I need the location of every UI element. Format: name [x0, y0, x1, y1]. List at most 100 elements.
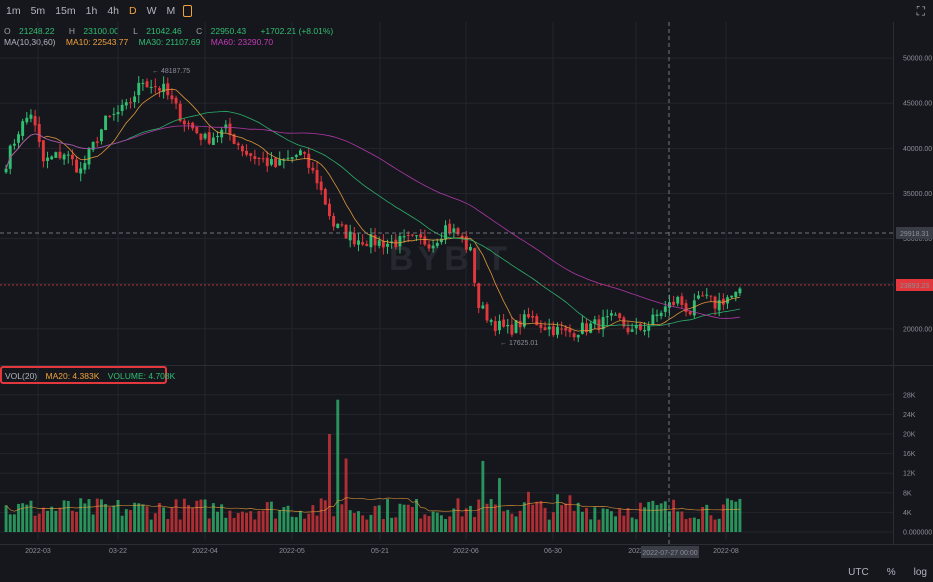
- volume-bar: [614, 516, 617, 532]
- volume-bar: [178, 519, 182, 532]
- volume-bar: [444, 519, 448, 532]
- candle-body: [485, 304, 489, 321]
- volume-bar: [141, 504, 145, 532]
- volume-bar: [522, 502, 526, 532]
- volume-tick-label: 24K: [903, 412, 916, 419]
- candle-body: [33, 116, 37, 126]
- ma30-line: [5, 110, 740, 327]
- candle-body: [498, 320, 501, 331]
- candle-body: [580, 322, 584, 334]
- price-tick-label: 45000.00: [903, 101, 932, 108]
- volume-bar: [133, 502, 137, 532]
- volume-bar: [137, 503, 141, 532]
- volume-bar: [439, 515, 443, 532]
- volume-bar: [593, 507, 597, 532]
- candle-body: [332, 215, 336, 227]
- volume-bar: [597, 519, 601, 532]
- volume-bar: [232, 517, 236, 532]
- volume-bar: [510, 513, 514, 532]
- volume-bar: [601, 508, 605, 532]
- volume-bar: [697, 519, 700, 532]
- candle-body: [601, 317, 605, 330]
- interval-5m[interactable]: 5m: [30, 5, 46, 17]
- volume-bar: [220, 504, 224, 532]
- interval-1m[interactable]: 1m: [6, 5, 21, 17]
- volume-bar: [468, 505, 472, 532]
- candle-body: [253, 156, 257, 160]
- candle-body: [576, 334, 580, 338]
- volume-tick-label: 12K: [903, 471, 916, 478]
- candle-body: [66, 154, 70, 156]
- volume-bar: [29, 500, 33, 532]
- candle-body: [659, 312, 663, 317]
- candle-body: [634, 325, 638, 329]
- footer-controls: UTC % log: [848, 567, 927, 578]
- volume-bar: [170, 507, 174, 532]
- candle-body: [245, 150, 248, 155]
- candle-body: [431, 245, 435, 249]
- time-tick-label: 05-21: [371, 548, 389, 555]
- volume-bar: [282, 507, 286, 532]
- volume-bar: [531, 504, 535, 532]
- volume-bar: [108, 507, 112, 532]
- candle-body: [336, 223, 340, 228]
- candle-body: [120, 104, 124, 112]
- candle-body: [348, 231, 352, 241]
- volume-bar: [423, 514, 427, 532]
- candle-body: [564, 327, 568, 331]
- high-label: H: [68, 26, 75, 36]
- time-tick-label: 03-22: [109, 548, 127, 555]
- interval-d[interactable]: D: [129, 5, 137, 17]
- volume-bar: [4, 505, 8, 532]
- candle-body: [294, 155, 298, 157]
- candle-body: [589, 323, 593, 333]
- volume-bar: [265, 502, 269, 532]
- volume-bar: [663, 501, 667, 532]
- candle-body: [419, 234, 423, 238]
- candle-body: [439, 238, 443, 243]
- candle-body: [551, 326, 555, 336]
- candle-body: [398, 236, 402, 247]
- volume-bar: [199, 499, 203, 532]
- volume-bar: [87, 499, 91, 532]
- candle-body: [460, 235, 464, 238]
- volume-bar: [112, 505, 116, 532]
- volume-bar: [527, 491, 530, 532]
- candle-body: [692, 300, 696, 316]
- log-button[interactable]: log: [913, 567, 927, 578]
- volume-bar: [50, 506, 54, 532]
- volume-bar: [473, 516, 477, 532]
- volume-bar: [643, 507, 647, 532]
- volume-bar: [630, 517, 634, 532]
- interval-w[interactable]: W: [146, 5, 157, 17]
- high-value: 23100.00: [83, 26, 119, 36]
- interval-m[interactable]: M: [166, 5, 176, 17]
- volume-bar: [502, 511, 506, 532]
- volume-bar: [290, 516, 294, 532]
- interval-15m[interactable]: 15m: [55, 5, 76, 17]
- volume-bar: [705, 504, 709, 532]
- volume-bar: [381, 519, 385, 532]
- candlestick-icon[interactable]: [183, 5, 193, 17]
- ma-legend[interactable]: MA(10,30,60) MA10: 22543.77 MA30: 21107.…: [4, 37, 281, 47]
- interval-4h[interactable]: 4h: [107, 5, 119, 17]
- candle-body: [572, 333, 576, 338]
- candle-body: [705, 294, 709, 296]
- time-tick-label: 2022: [628, 548, 644, 555]
- utc-button[interactable]: UTC: [848, 567, 869, 578]
- candle-body: [481, 305, 485, 309]
- candle-body: [638, 323, 642, 330]
- volume-bar: [315, 515, 319, 532]
- interval-1h[interactable]: 1h: [85, 5, 98, 17]
- volume-legend[interactable]: VOL(20) MA20: 4.383K VOLUME: 4.708K: [0, 366, 175, 384]
- expand-icon[interactable]: ⛶: [916, 4, 925, 18]
- candle-body: [170, 95, 174, 100]
- volume-bar: [369, 514, 373, 532]
- close-label: C: [196, 26, 203, 36]
- volume-bar: [605, 508, 609, 532]
- time-tick-label: 06-30: [544, 548, 562, 555]
- volume-bar: [680, 511, 684, 532]
- volume-bar: [551, 512, 555, 532]
- percent-button[interactable]: %: [886, 567, 896, 578]
